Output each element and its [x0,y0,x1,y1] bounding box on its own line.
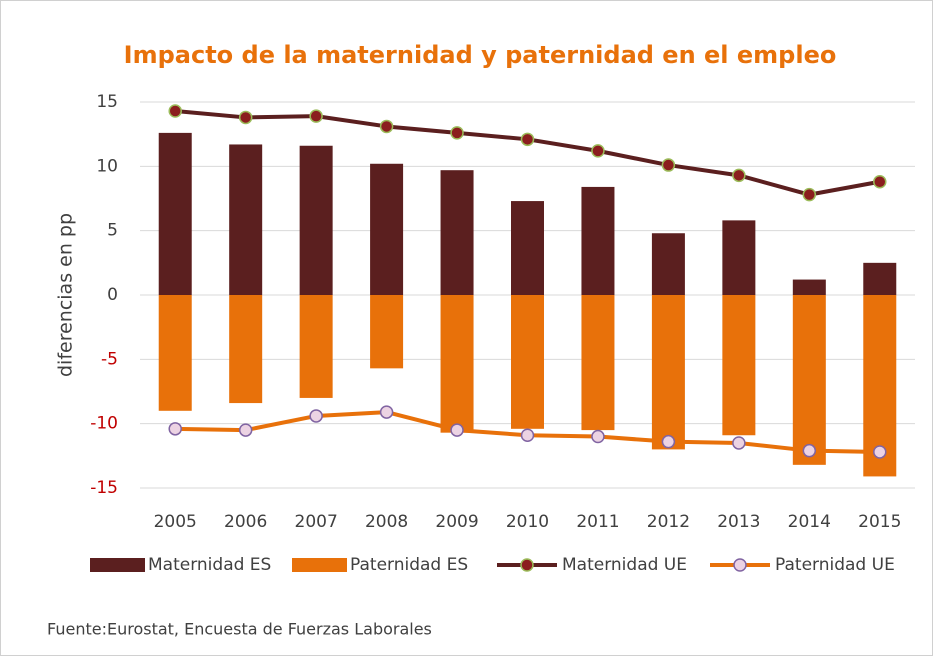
bar [370,163,404,295]
x-tick-label: 2011 [576,512,619,532]
marker [873,175,887,189]
marker [450,423,464,437]
y-tick-label: -10 [90,414,118,434]
y-tick-label: 15 [96,92,118,112]
bar [299,295,333,398]
y-tick-label: -15 [90,478,118,498]
marker [732,436,746,450]
bar [511,295,544,429]
marker [168,104,182,118]
x-tick-label: 2009 [435,512,478,532]
marker [732,168,746,183]
bar [651,233,685,295]
legend-marker [733,558,747,572]
marker [450,126,464,140]
marker [661,158,676,172]
marker [873,445,887,459]
marker [520,428,535,442]
legend-label: Paternidad ES [350,555,468,575]
bar [440,170,474,295]
legend-label: Maternidad UE [562,555,687,575]
bar [863,262,897,295]
marker [520,132,535,147]
marker [238,110,253,125]
bar [158,132,192,295]
x-tick-label: 2006 [224,512,267,532]
bar [229,144,263,295]
marker [802,443,817,458]
legend-swatch [292,558,347,572]
x-tick-label: 2007 [295,512,338,532]
x-tick-label: 2013 [717,512,760,532]
marker [309,409,323,423]
source-note: Fuente:Eurostat, Encuesta de Fuerzas Lab… [47,620,432,639]
x-tick-label: 2005 [154,512,197,532]
chart-title: Impacto de la maternidad y paternidad en… [124,41,837,69]
marker [379,119,394,134]
y-tick-label: 5 [107,221,118,241]
bar [229,295,263,404]
bar [299,145,333,295]
legend-label: Paternidad UE [775,555,895,575]
marker [168,422,182,436]
x-tick-label: 2008 [365,512,408,532]
bar [792,279,826,295]
legend-marker [520,558,534,572]
marker [802,187,817,202]
bar [511,201,544,295]
y-tick-label: 0 [107,285,118,305]
legend-label: Maternidad ES [148,555,271,575]
bar [651,295,685,450]
y-tick-label: 10 [96,156,118,176]
bar [581,295,615,431]
bar [440,295,474,433]
x-tick-label: 2012 [647,512,690,532]
x-tick-label: 2015 [858,512,901,532]
marker [238,423,253,437]
bar [581,186,615,295]
bar [158,295,192,411]
marker [309,109,323,123]
legend-swatch [90,558,145,572]
marker [591,144,605,158]
bar [792,295,826,465]
marker [379,405,394,419]
x-tick-label: 2010 [506,512,549,532]
y-tick-label: -5 [101,349,118,369]
bar [370,295,404,369]
bar [722,295,756,436]
bar [722,220,756,295]
y-axis-label: diferencias en pp [55,213,77,377]
marker [591,429,605,444]
x-tick-label: 2014 [788,512,831,532]
marker [661,434,676,449]
